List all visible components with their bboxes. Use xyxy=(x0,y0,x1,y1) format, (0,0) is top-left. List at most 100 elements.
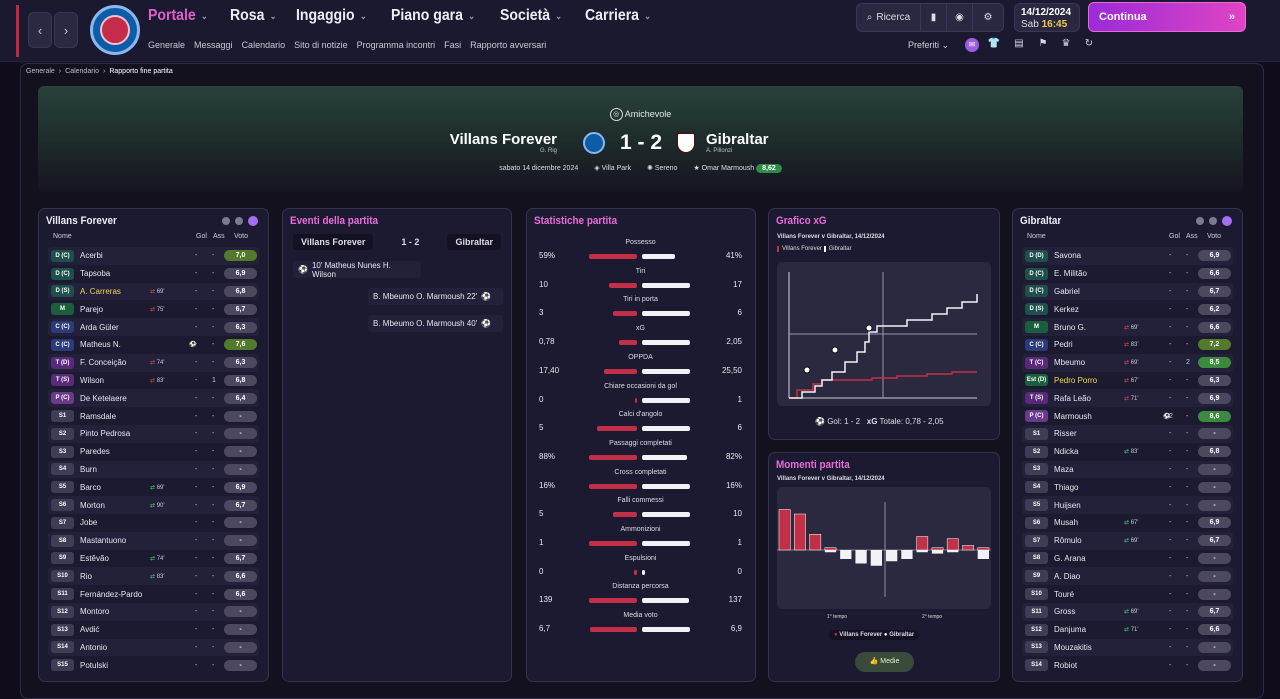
player-name[interactable]: Paredes xyxy=(80,447,110,457)
player-name[interactable]: Huijsen xyxy=(1054,500,1081,510)
player-row[interactable]: C (C) Matheus N. ⚽ - -7,6 xyxy=(48,336,259,354)
player-row[interactable]: C (C) Arda Güler - - 6,3 xyxy=(48,318,259,336)
player-name[interactable]: Ramsdale xyxy=(80,411,117,421)
player-row[interactable]: S3 Maza - - - xyxy=(1022,460,1233,479)
player-name[interactable]: Gabriel xyxy=(1054,286,1080,296)
subnav-item[interactable]: Generale xyxy=(148,40,186,50)
favorites-dropdown[interactable]: Preferiti ⌄ xyxy=(908,40,949,51)
dot-icon[interactable] xyxy=(222,217,230,225)
player-name[interactable]: Estêvão xyxy=(80,553,109,563)
away-team[interactable]: Gibraltar A. Pillonzi xyxy=(706,131,769,154)
nav-ingaggio[interactable]: Ingaggio ⌄ xyxy=(296,7,367,25)
player-name[interactable]: Jobe xyxy=(80,518,98,528)
dot-icon[interactable] xyxy=(1196,217,1204,225)
continue-button[interactable]: Continua » xyxy=(1088,2,1246,32)
tactics-icon[interactable]: ⚑ xyxy=(1038,38,1048,49)
player-name[interactable]: Ndicka xyxy=(1054,447,1079,457)
event-row[interactable]: B. Mbeumo O. Marmoush 22' ⚽ xyxy=(368,288,503,305)
player-name[interactable]: Pedro Porro xyxy=(1054,375,1098,385)
player-row[interactable]: S2 Ndicka ⇄ 83' - - 6,8 xyxy=(1022,443,1233,461)
player-name[interactable]: Bruno G. xyxy=(1054,322,1087,332)
nav-portale[interactable]: Portale ⌄ xyxy=(148,7,208,25)
player-name[interactable]: Morton xyxy=(80,500,105,510)
subnav-item[interactable]: Rapporto avversari xyxy=(470,40,547,50)
event-row[interactable]: B. Mbeumo O. Marmoush 40' ⚽ xyxy=(368,315,503,332)
player-row[interactable]: S9 Estêvão ⇄ 74' - - 6,7 xyxy=(48,550,259,568)
back-button[interactable]: ‹ xyxy=(28,12,52,48)
player-row[interactable]: S6 Morton ⇄ 90' - - 6,7 xyxy=(48,496,259,514)
player-name[interactable]: Mastantuono xyxy=(80,536,127,546)
player-row[interactable]: S10 Rio ⇄ 83' - - 6,6 xyxy=(48,567,259,586)
player-name[interactable]: Montoro xyxy=(80,607,110,617)
trophy-icon[interactable]: ♛ xyxy=(1061,38,1071,49)
player-row[interactable]: T (S) Wilson ⇄ 83' - 1 6,8 xyxy=(48,372,259,390)
player-of-match[interactable]: ★ Omar Marmoush 8,62 xyxy=(693,164,782,173)
player-row[interactable]: D (C) E. Militão - - 6,6 xyxy=(1022,265,1233,283)
player-name[interactable]: Musah xyxy=(1054,518,1079,528)
player-row[interactable]: D (C) Tapsoba - - 6,9 xyxy=(48,265,259,283)
globe-icon[interactable]: ◉ xyxy=(947,4,973,31)
player-row[interactable]: S4 Burn - - - xyxy=(48,460,259,479)
player-row[interactable]: S11 Gross ⇄ 69' - - 6,7 xyxy=(1022,602,1233,621)
player-name[interactable]: Mbeumo xyxy=(1054,358,1086,368)
refresh-icon[interactable]: ↻ xyxy=(1084,38,1094,49)
gear-icon[interactable]: ⚙ xyxy=(983,12,993,23)
player-row[interactable]: S5 Huijsen - - - xyxy=(1022,496,1233,514)
nav-piano-gara[interactable]: Piano gara ⌄ xyxy=(391,7,475,25)
player-row[interactable]: M Bruno G. ⇄ 69' - - 6,6 xyxy=(1022,318,1233,336)
player-row[interactable]: S9 A. Diao - - - xyxy=(1022,567,1233,586)
player-name[interactable]: G. Arana xyxy=(1054,553,1086,563)
player-row[interactable]: S2 Pinto Pedrosa - - - xyxy=(48,424,259,443)
event-row[interactable]: ⚽ 10' Matheus Nunes H. Wilson xyxy=(293,261,421,279)
player-row[interactable]: S8 Mastantuono - - - xyxy=(48,531,259,550)
player-name[interactable]: A. Carreras xyxy=(80,286,121,296)
forward-button[interactable]: › xyxy=(54,12,78,48)
player-row[interactable]: M Parejo ⇄ 75' - - 6,7 xyxy=(48,300,259,318)
player-name[interactable]: Antonio xyxy=(80,642,108,652)
player-row[interactable]: P (C) De Ketelaere - - 6,4 xyxy=(48,389,259,408)
subnav-item[interactable]: Fasi xyxy=(444,40,462,50)
player-row[interactable]: S6 Musah ⇄ 67' - - 6,9 xyxy=(1022,514,1233,532)
dot-icon[interactable] xyxy=(235,217,243,225)
home-team[interactable]: Villans Forever G. Rig xyxy=(450,131,557,154)
player-name[interactable]: Kerkez xyxy=(1054,304,1079,314)
player-row[interactable]: S1 Ramsdale - - - xyxy=(48,407,259,425)
dot-icon[interactable] xyxy=(248,216,258,226)
subnav-item[interactable]: Messaggi xyxy=(194,40,233,50)
player-name[interactable]: Marmoush xyxy=(1054,411,1092,421)
player-name[interactable]: Pinto Pedrosa xyxy=(80,429,131,439)
player-name[interactable]: E. Militão xyxy=(1054,269,1087,279)
player-name[interactable]: Burn xyxy=(80,464,97,474)
player-row[interactable]: D (D) Savona - - 6,9 xyxy=(1022,247,1233,265)
club-logo[interactable] xyxy=(90,5,140,55)
player-row[interactable]: S12 Montoro - - - xyxy=(48,602,259,621)
nav-carriera[interactable]: Carriera ⌄ xyxy=(585,7,651,25)
nav-società[interactable]: Società ⌄ xyxy=(500,7,562,25)
player-name[interactable]: Maza xyxy=(1054,464,1074,474)
player-row[interactable]: T (D) F. Conceição ⇄ 74' - - 6,3 xyxy=(48,353,259,372)
player-name[interactable]: Avdić xyxy=(80,625,100,635)
player-row[interactable]: S11 Fernández-Pardo - - 6,6 xyxy=(48,585,259,603)
player-name[interactable]: Matheus N. xyxy=(80,340,121,350)
player-row[interactable]: S14 Robiot - - - xyxy=(1022,656,1233,674)
player-name[interactable]: Savona xyxy=(1054,251,1082,261)
player-name[interactable]: Rafa Leão xyxy=(1054,393,1091,403)
bookmark-icon[interactable]: ▮ xyxy=(921,4,947,31)
player-row[interactable]: S13 Mouzakitis - - - xyxy=(1022,638,1233,657)
breadcrumb-item[interactable]: Generale xyxy=(26,68,55,75)
player-name[interactable]: Acerbi xyxy=(80,251,103,261)
player-name[interactable]: De Ketelaere xyxy=(80,393,127,403)
player-name[interactable]: Arda Güler xyxy=(80,322,119,332)
date-time[interactable]: 14/12/2024 Sab 16:45 xyxy=(1014,3,1080,32)
player-row[interactable]: S15 Potulski - - - xyxy=(48,656,259,674)
player-row[interactable]: D (C) Acerbi - - 7,0 xyxy=(48,247,259,265)
player-name[interactable]: F. Conceição xyxy=(80,358,127,368)
averages-button[interactable]: 👍 Medie xyxy=(855,652,914,672)
player-row[interactable]: S3 Paredes - - - xyxy=(48,443,259,461)
report-icon[interactable]: ▤ xyxy=(1014,38,1024,49)
dot-icon[interactable] xyxy=(1209,217,1217,225)
player-name[interactable]: Gross xyxy=(1054,607,1076,617)
player-row[interactable]: S1 Risser - - - xyxy=(1022,424,1233,443)
player-row[interactable]: T (S) Rafa Leão ⇄ 71' - - 6,9 xyxy=(1022,389,1233,408)
player-name[interactable]: Danjuma xyxy=(1054,625,1087,635)
